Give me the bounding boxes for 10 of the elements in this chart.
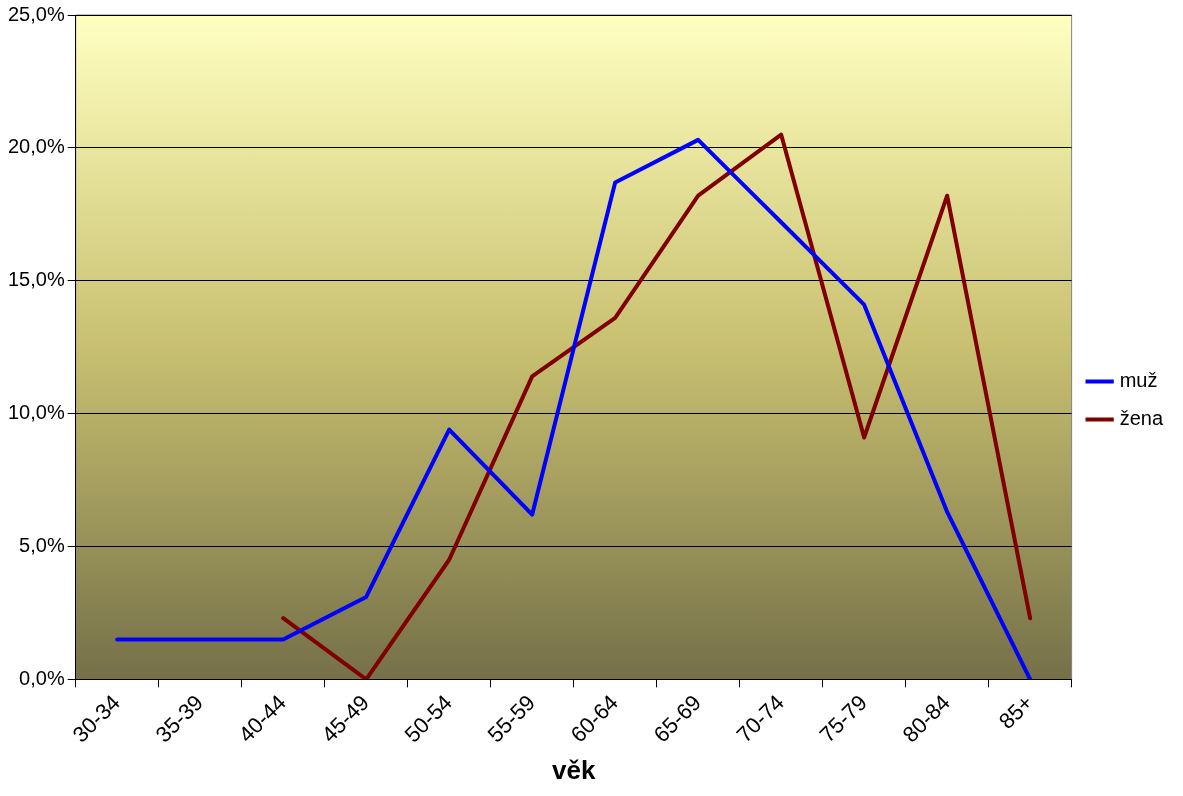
y-tick-label: 10,0%: [7, 401, 65, 424]
y-tick-label: 5,0%: [19, 533, 65, 556]
y-tick-label: 0,0%: [19, 666, 65, 689]
x-axis-title: věk: [551, 754, 596, 785]
y-tick-label: 15,0%: [7, 268, 65, 291]
x-tick-label: 85+: [993, 689, 1038, 734]
y-tick-label: 20,0%: [7, 135, 65, 158]
legend-label: muž: [1119, 369, 1158, 392]
y-tick-label: 25,0%: [7, 2, 65, 25]
legend-label: žena: [1119, 407, 1164, 430]
